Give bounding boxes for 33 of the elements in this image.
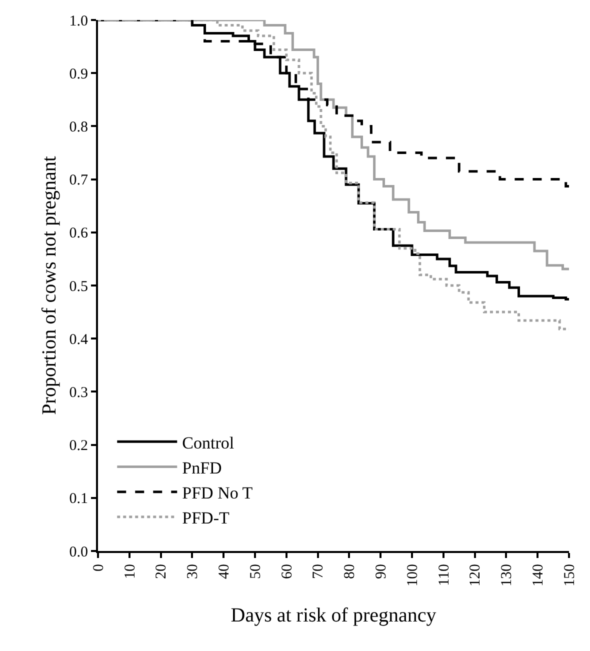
y-tick-label: 0.5 bbox=[69, 278, 88, 295]
y-tick-label: 1.0 bbox=[69, 13, 88, 30]
x-tick-label: 130 bbox=[499, 564, 516, 586]
x-tick-label: 10 bbox=[122, 564, 138, 579]
y-tick-label: 0.4 bbox=[69, 332, 88, 348]
x-tick-label: 50 bbox=[248, 564, 264, 579]
x-tick-label: 80 bbox=[342, 564, 358, 579]
legend-label: PnFD bbox=[182, 458, 222, 478]
x-axis-title: Days at risk of pregnancy bbox=[230, 604, 436, 626]
y-tick-label: 0.1 bbox=[69, 491, 88, 508]
x-tick-label: 20 bbox=[154, 564, 170, 579]
x-tick-label: 40 bbox=[216, 564, 232, 579]
y-tick-label: 0.8 bbox=[69, 119, 88, 136]
y-tick-label: 0.9 bbox=[69, 66, 88, 82]
y-tick-label: 0.7 bbox=[69, 172, 88, 189]
x-tick-label: 150 bbox=[562, 564, 578, 586]
legend-label: PFD-T bbox=[182, 508, 230, 528]
y-axis-title: Proportion of cows not pregnant bbox=[38, 156, 60, 415]
y-tick-label: 0.3 bbox=[69, 384, 88, 401]
x-tick-label: 110 bbox=[436, 564, 452, 586]
legend-label: PFD No T bbox=[182, 483, 254, 502]
x-tick-label: 140 bbox=[530, 564, 546, 586]
y-tick-label: 0.0 bbox=[69, 544, 88, 560]
x-tick-label: 0 bbox=[90, 564, 107, 572]
x-tick-label: 30 bbox=[185, 564, 202, 579]
y-tick-label: 0.6 bbox=[69, 226, 88, 242]
x-tick-label: 60 bbox=[279, 564, 296, 579]
x-tick-label: 90 bbox=[373, 564, 390, 579]
legend-label: Control bbox=[182, 433, 234, 452]
x-tick-label: 100 bbox=[404, 564, 421, 586]
x-tick-label: 120 bbox=[468, 564, 484, 586]
y-tick-label: 0.2 bbox=[69, 438, 88, 454]
x-tick-label: 70 bbox=[310, 564, 327, 579]
